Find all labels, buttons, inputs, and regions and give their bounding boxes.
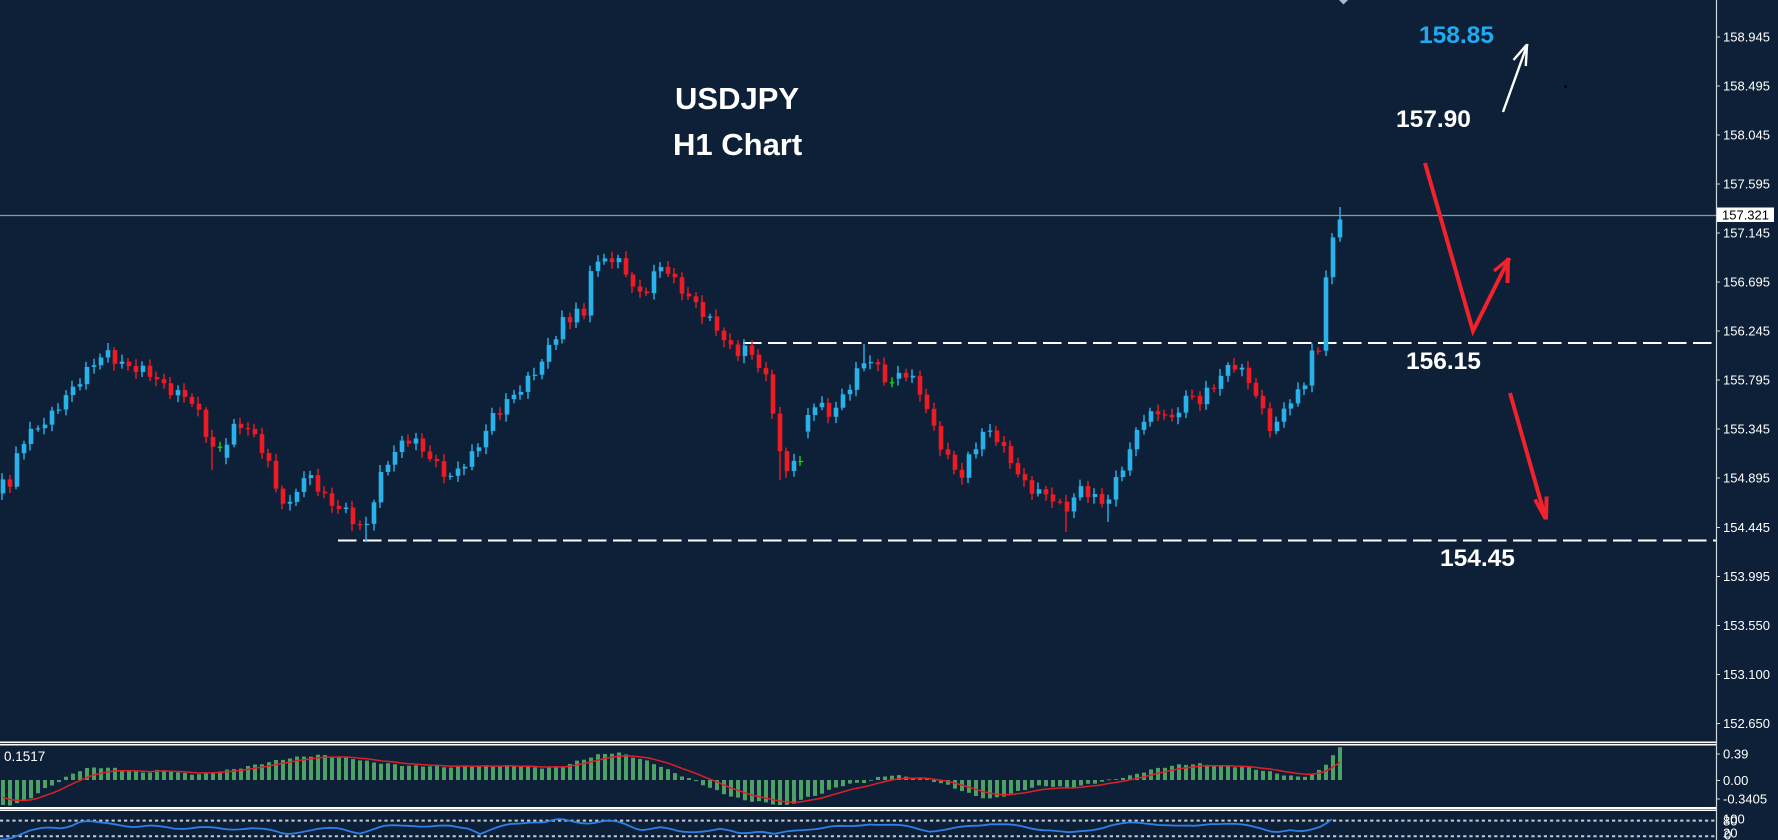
svg-text:155.795: 155.795 [1723,373,1770,388]
svg-text:-0.3405: -0.3405 [1723,792,1767,807]
svg-text:158.945: 158.945 [1723,30,1770,45]
svg-text:0.39: 0.39 [1723,747,1748,762]
svg-text:80: 80 [1723,814,1737,829]
svg-text:152.650: 152.650 [1723,716,1770,731]
svg-text:156.245: 156.245 [1723,324,1770,339]
svg-text:H1 Chart: H1 Chart [673,127,802,162]
svg-text:100: 100 [1723,812,1745,827]
svg-text:0.1517: 0.1517 [4,749,45,764]
svg-text:USDJPY: USDJPY [675,81,799,116]
svg-text:153.100: 153.100 [1723,667,1770,682]
svg-text:155.345: 155.345 [1723,422,1770,437]
svg-text:154.445: 154.445 [1723,520,1770,535]
svg-text:156.695: 156.695 [1723,275,1770,290]
svg-text:156.15: 156.15 [1406,348,1481,375]
svg-text:157.90: 157.90 [1396,106,1471,133]
svg-text:157.321: 157.321 [1722,208,1769,223]
svg-text:0: 0 [1724,828,1731,840]
svg-text:157.145: 157.145 [1723,226,1770,241]
svg-text:158.495: 158.495 [1723,79,1770,94]
svg-text:153.995: 153.995 [1723,569,1770,584]
svg-text:157.595: 157.595 [1723,177,1770,192]
svg-text:154.895: 154.895 [1723,471,1770,486]
svg-text:20: 20 [1723,826,1737,840]
svg-text:0.00: 0.00 [1723,773,1748,788]
svg-text:158.85: 158.85 [1419,22,1494,49]
svg-text:158.045: 158.045 [1723,128,1770,143]
svg-text:153.550: 153.550 [1723,618,1770,633]
svg-text:154.45: 154.45 [1440,545,1515,572]
